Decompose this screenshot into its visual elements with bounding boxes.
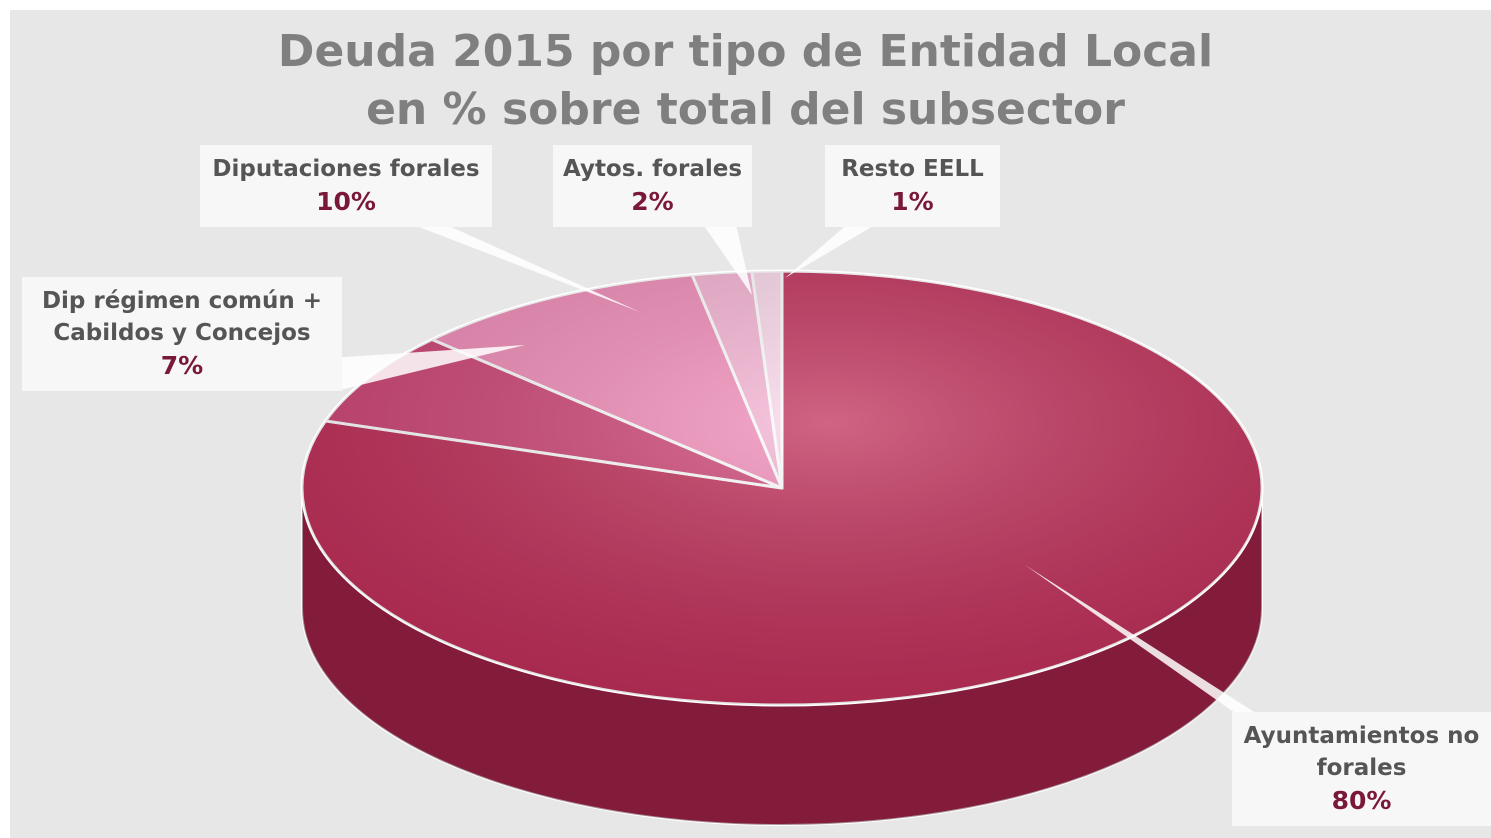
leader <box>1025 565 1290 735</box>
data-label: Resto EELL 1% <box>825 145 1000 227</box>
label-name: Diputaciones forales <box>212 156 480 182</box>
leader <box>380 212 640 312</box>
label-name: Ayuntamientos no forales <box>1243 723 1480 781</box>
data-label: Ayuntamientos no forales 80% <box>1232 712 1491 826</box>
data-label: Dip régimen común + Cabildos y Concejos 7… <box>22 277 342 391</box>
label-value: 1% <box>891 187 934 216</box>
label-value: 2% <box>631 187 674 216</box>
data-label: Diputaciones forales 10% <box>200 145 492 227</box>
data-label: Aytos. forales 2% <box>553 145 752 227</box>
label-name: Resto EELL <box>841 156 984 182</box>
chart-subtitle: en % sobre total del subsector <box>366 84 1125 135</box>
label-value: 80% <box>1331 786 1392 815</box>
leader <box>785 222 880 278</box>
leader <box>700 220 752 295</box>
label-value: 7% <box>160 351 204 380</box>
leaders <box>330 212 1290 735</box>
label-value: 10% <box>316 187 376 216</box>
chart-title: Deuda 2015 por tipo de Entidad Local <box>277 26 1214 77</box>
label-name: Dip régimen común + Cabildos y Concejos <box>41 288 323 346</box>
label-name: Aytos. forales <box>562 156 743 182</box>
pie-side-shade <box>302 488 1262 825</box>
leader <box>330 345 525 390</box>
